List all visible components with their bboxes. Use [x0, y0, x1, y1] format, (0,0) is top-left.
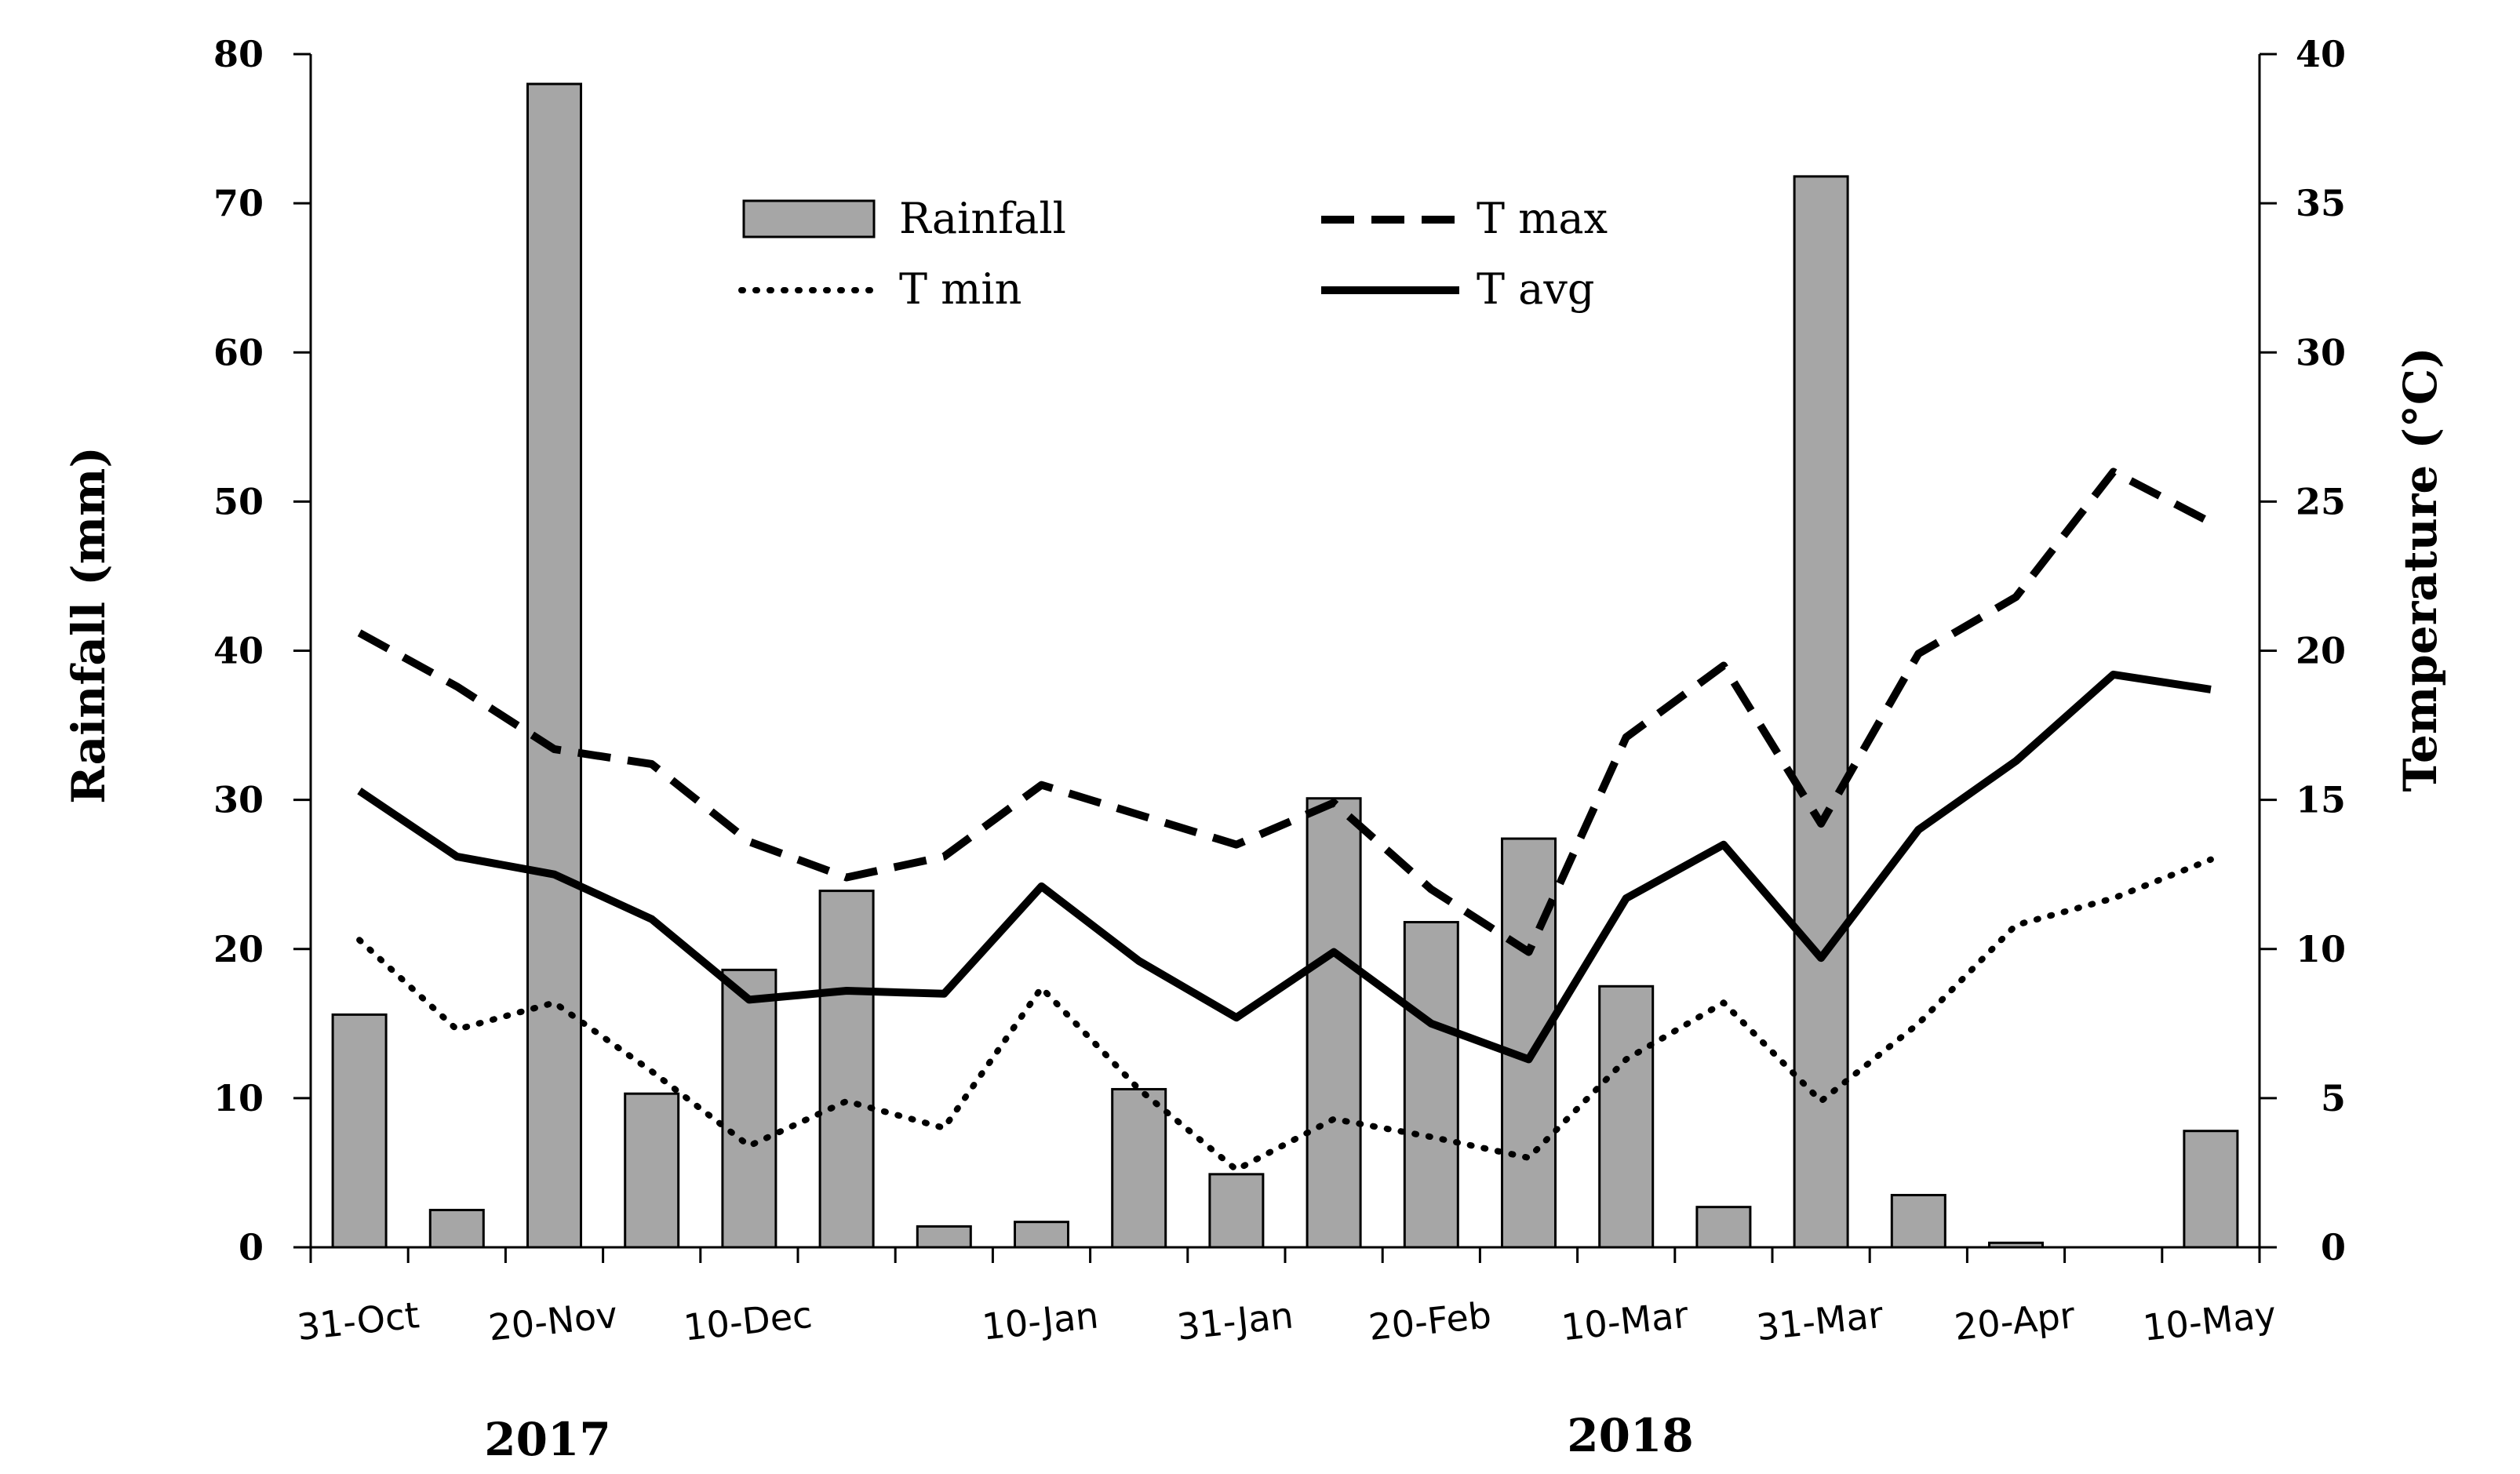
legend-t-avg-label: T avg [1477, 264, 1594, 314]
rainfall-bar-7 [1014, 1221, 1069, 1249]
rainfall-bar-5 [818, 890, 875, 1249]
x-tick-label-4: 10-Dec [682, 1294, 814, 1349]
temperature-lines [356, 468, 2214, 1174]
rainfall-bar-2 [526, 82, 582, 1249]
rainfall-bar-3 [624, 1092, 680, 1249]
rainfall-bar-15 [1793, 175, 1849, 1249]
left-tick-label-30: 30 [213, 779, 264, 821]
right-tick-label-15: 15 [2296, 779, 2346, 821]
right-tick-label-25: 25 [2296, 480, 2346, 522]
x-tick-label-11: 20-Feb [1367, 1294, 1493, 1348]
left-tick-label-70: 70 [213, 182, 264, 224]
right-tick-label-30: 30 [2296, 331, 2346, 373]
left-tick-label-60: 60 [213, 331, 264, 373]
x-tick-label-15: 31-Mar [1754, 1294, 1885, 1349]
rainfall-bar-12 [1501, 837, 1557, 1249]
left-tick-label-40: 40 [213, 630, 264, 672]
left-tick-label-50: 50 [213, 480, 264, 522]
legend-rainfall-label: Rainfall [899, 194, 1066, 243]
x-tick-label-9: 31-Jan [1175, 1294, 1295, 1348]
right-tick-label-5: 5 [2321, 1077, 2346, 1119]
right-tick-label-10: 10 [2296, 928, 2346, 970]
left-tick-label-20: 20 [213, 928, 264, 970]
right-axis-title: Temperature (°C) [2394, 347, 2447, 792]
rainfall-bar-6 [916, 1225, 972, 1249]
right-tick-label-35: 35 [2296, 182, 2346, 224]
x-tick-label-13: 10-Mar [1560, 1294, 1691, 1349]
left-tick-label-10: 10 [213, 1077, 264, 1119]
t-min-line [356, 856, 2214, 1174]
rainfall-bar-13 [1598, 984, 1655, 1249]
right-tick-label-40: 40 [2296, 33, 2346, 75]
legend-t-max-label: T max [1477, 194, 1608, 243]
t-avg-line [357, 670, 2212, 1064]
left-axis-title: Rainfall (mm) [62, 446, 115, 804]
legend-rainfall-swatch [742, 199, 876, 238]
rainfall-bar-10 [1306, 797, 1362, 1249]
year-label-2018: 2018 [1567, 1409, 1693, 1462]
x-tick-label-0: 31-Oct [295, 1294, 421, 1348]
rainfall-bar-14 [1695, 1206, 1752, 1249]
rainfall-bar-1 [428, 1208, 485, 1249]
rainfall-bar-4 [721, 968, 777, 1249]
legend-t-min-label: T min [899, 264, 1021, 314]
rainfall-bar-19 [2183, 1130, 2239, 1249]
x-tick-label-17: 20-Apr [1953, 1294, 2078, 1348]
rainfall-bar-8 [1111, 1087, 1167, 1249]
right-tick-label-20: 20 [2296, 630, 2346, 672]
left-tick-label-80: 80 [213, 33, 264, 75]
x-tick-label-19: 10-May [2141, 1293, 2278, 1348]
t-max-line [357, 468, 2213, 956]
x-tick-label-7: 10-Jan [980, 1294, 1100, 1348]
legend: Rainfall T max T min T avg [738, 194, 1608, 314]
rainfall-bar-16 [1890, 1193, 1946, 1249]
left-tick-label-0: 0 [239, 1226, 264, 1268]
right-tick-label-0: 0 [2321, 1226, 2346, 1268]
rainfall-bar-11 [1403, 921, 1459, 1249]
rainfall-bars [331, 82, 2239, 1249]
rainfall-bar-0 [331, 1013, 388, 1249]
year-label-2017: 2017 [484, 1413, 610, 1466]
rainfall-bar-9 [1208, 1173, 1265, 1249]
x-tick-label-2: 20-Nov [486, 1294, 620, 1349]
